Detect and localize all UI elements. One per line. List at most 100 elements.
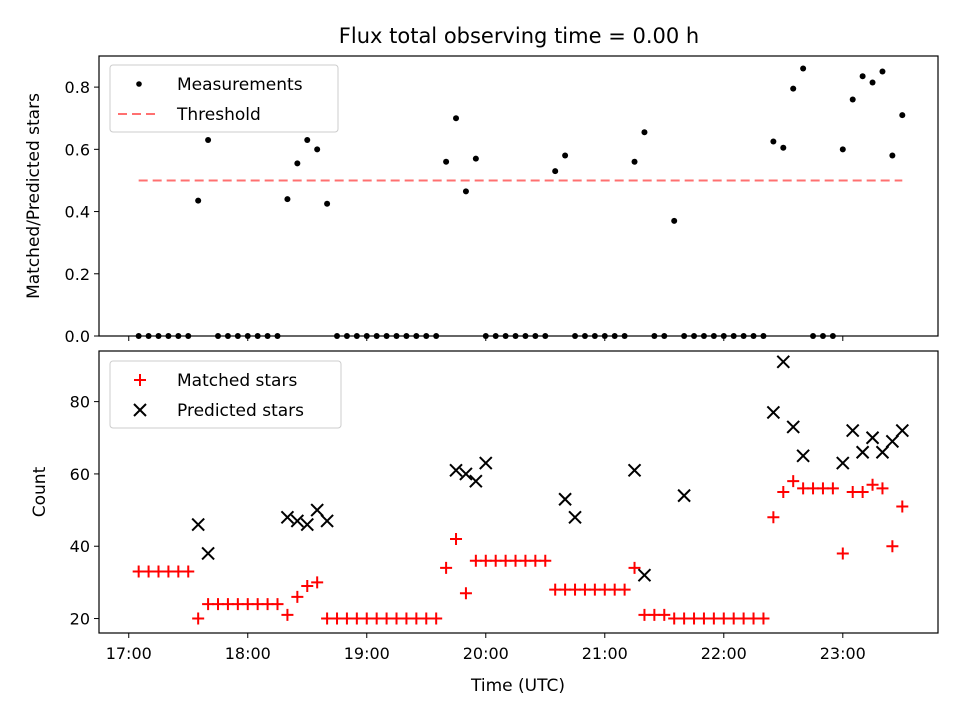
measurements-point [889, 152, 896, 159]
measurements-point [205, 137, 212, 143]
measurements-point [879, 68, 886, 75]
predicted-stars-point [449, 463, 463, 478]
matched-stars-point [886, 540, 899, 553]
predicted-stars-point [290, 514, 305, 528]
predicted-stars-point [479, 456, 493, 470]
ratio-panel: Flux total observing time = 0.00 h Match… [24, 24, 939, 346]
x-axis-label: Time (UTC) [470, 676, 565, 696]
predicted-stars-point [558, 492, 572, 506]
measurements-point [671, 217, 678, 224]
predicted-stars-point [459, 467, 473, 481]
measurements-point [631, 158, 638, 165]
measurements-point [869, 79, 876, 86]
measurements-point [780, 144, 787, 151]
predicted-stars-point [885, 434, 900, 449]
y-tick-label: 0.8 [65, 78, 90, 97]
bottom-y-axis-label: Count [30, 466, 50, 517]
x-tick-label: 20:00 [463, 644, 509, 663]
matched-stars-point [757, 612, 770, 625]
predicted-stars-point [836, 456, 850, 470]
measurements-point [462, 188, 469, 195]
top-legend-box [109, 64, 339, 133]
predicted-stars-point [846, 423, 860, 438]
bottom-legend: Matched stars Predicted stars [109, 360, 342, 429]
x-tick-label: 21:00 [582, 644, 628, 663]
measurements-point [800, 65, 807, 72]
top-y-ticks: 0.0 0.2 0.4 0.6 0.8 [65, 78, 99, 346]
predicted-stars-point [766, 405, 781, 420]
chart-title: Flux total observing time = 0.00 h [339, 24, 699, 48]
predicted-stars-point [855, 445, 870, 459]
predicted-stars-point [627, 463, 642, 478]
y-tick-label: 0.2 [65, 265, 90, 284]
x-tick-label: 17:00 [106, 644, 152, 663]
matched-stars-point [826, 482, 839, 495]
bottom-y-ticks: 20 40 60 80 [70, 393, 99, 629]
measurements-point [453, 115, 460, 122]
measurements-point [324, 200, 331, 207]
x-tick-label: 19:00 [344, 644, 390, 663]
predicted-stars-point [191, 517, 205, 532]
predicted-stars-point [796, 449, 810, 463]
legend-label-predicted: Predicted stars [177, 401, 304, 421]
legend-marker-predicted [133, 403, 147, 417]
top-legend: Measurements Threshold [109, 64, 339, 133]
predicted-stars-point [776, 355, 790, 369]
matched-stars-point [856, 486, 869, 498]
x-tick-label: 22:00 [701, 644, 747, 663]
matched-stars-point [658, 608, 671, 621]
predicted-stars-point [568, 510, 582, 525]
y-tick-label: 0.4 [65, 203, 90, 222]
bottom-axes-frame [98, 350, 939, 634]
matched-stars-point [450, 533, 463, 545]
matched-stars-point [430, 612, 443, 625]
x-tick-label: 18:00 [225, 644, 271, 663]
predicted-stars-point [875, 445, 890, 459]
predicted-stars-point [895, 423, 910, 438]
predicted-stars-point [865, 431, 880, 445]
y-tick-label: 20 [70, 610, 90, 629]
measurements-point [641, 129, 648, 136]
x-tick-label: 23:00 [820, 644, 866, 663]
measurements-point [562, 152, 569, 159]
matched-stars-point [182, 565, 195, 578]
legend-label-threshold: Threshold [176, 105, 261, 125]
matched-stars-point [787, 475, 800, 488]
matched-stars-point [896, 500, 909, 513]
matched-stars-point [459, 587, 472, 600]
y-tick-label: 0.6 [65, 140, 90, 159]
measurements-point [284, 196, 291, 203]
matched-stars-point [777, 486, 790, 498]
legend-label-measurements: Measurements [177, 75, 303, 95]
measurements-point [195, 197, 202, 204]
predicted-stars-point [300, 517, 314, 532]
y-tick-label: 80 [70, 393, 90, 412]
top-axes-frame [98, 55, 939, 337]
matched-stars-point [291, 590, 304, 603]
top-y-axis-label: Matched/Predicted stars [24, 93, 44, 299]
predicted-stars-point [677, 488, 691, 503]
measurements-point [790, 85, 797, 92]
measurements-point [859, 73, 866, 80]
matched-stars-point [866, 478, 879, 491]
predicted-stars-point [280, 510, 295, 525]
measurements-point [314, 146, 321, 153]
matched-stars-point [767, 511, 780, 524]
predicted-stars-point [637, 568, 652, 582]
y-tick-label: 60 [70, 465, 90, 484]
bottom-x-ticks: 17:00 18:00 19:00 20:00 21:00 22:00 23:00 [106, 633, 866, 663]
y-tick-label: 40 [70, 537, 90, 556]
bottom-legend-box [109, 360, 342, 429]
measurements-point [304, 137, 311, 143]
legend-marker-matched [134, 374, 146, 386]
measurements-point [552, 168, 559, 175]
matched-stars-point [301, 580, 314, 592]
y-tick-label: 0.0 [65, 327, 90, 346]
bottom-plot-marks [132, 355, 910, 625]
matched-stars-point [311, 576, 324, 589]
predicted-stars-point [201, 546, 215, 561]
matched-stars-point [876, 482, 889, 495]
predicted-stars-point [310, 503, 324, 517]
predicted-stars-point [786, 420, 800, 434]
